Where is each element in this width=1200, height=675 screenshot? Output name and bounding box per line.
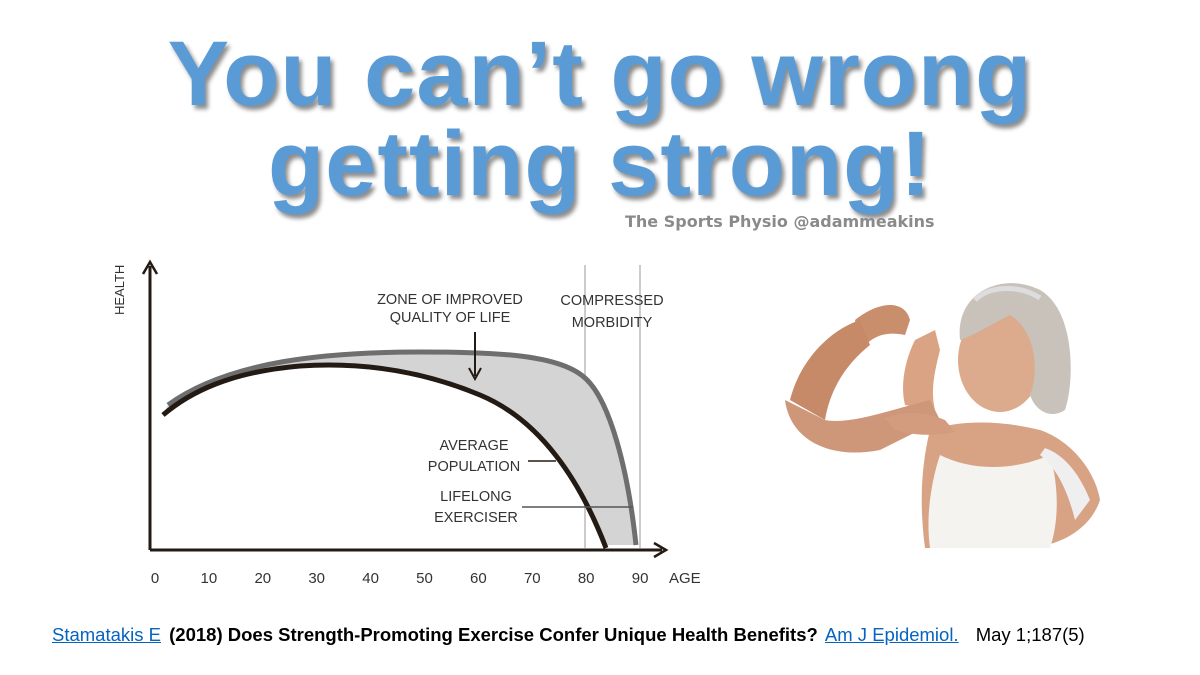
- annotation: QUALITY OF LIFE: [390, 310, 511, 326]
- x-label: AGE: [669, 570, 701, 587]
- photo-illustration: [785, 283, 1100, 548]
- x-tick-label: 10: [201, 570, 218, 587]
- annotation: MORBIDITY: [572, 315, 653, 331]
- x-tick-label: 60: [470, 570, 487, 587]
- exerciser-curve: [166, 349, 639, 546]
- x-tick-label: 80: [578, 570, 595, 587]
- journal-link[interactable]: Am J Epidemiol.: [824, 624, 959, 645]
- annotation: LIFELONG: [440, 489, 512, 505]
- title-line: getting strong!: [268, 113, 932, 215]
- annotation: EXERCISER: [434, 510, 518, 526]
- x-ticks: 0 10 20 30 40 50 60 70 80 90: [151, 570, 649, 587]
- arrow-head: [468, 367, 482, 382]
- credit: The Sports Physio @adammeakins: [625, 212, 935, 231]
- x-tick-label: 70: [524, 570, 541, 587]
- citation-title: (2018) Does Strength-Promoting Exercise …: [169, 624, 818, 645]
- y-label: HEALTH: [112, 265, 127, 315]
- citation: Stamatakis E (2018) Does Strength-Promot…: [52, 624, 1085, 646]
- x-tick-label: 40: [362, 570, 379, 587]
- annotation: ZONE OF IMPROVED: [377, 292, 523, 308]
- zone-area: [163, 352, 636, 545]
- author-link[interactable]: Stamatakis E: [52, 624, 161, 645]
- x-tick-label: 0: [151, 570, 159, 587]
- annotation: POPULATION: [428, 459, 520, 475]
- x-tick-label: 50: [416, 570, 433, 587]
- x-arrow: [653, 541, 669, 559]
- y-arrow: [141, 259, 159, 275]
- x-tick-label: 20: [254, 570, 271, 587]
- annotation: AVERAGE: [439, 438, 508, 454]
- x-tick-label: 90: [632, 570, 649, 587]
- x-tick-label: 30: [308, 570, 325, 587]
- citation-issue: May 1;187(5): [975, 624, 1085, 645]
- average-curve: [161, 362, 609, 549]
- annotation: COMPRESSED: [560, 293, 663, 309]
- title-line: You can’t go wrong: [167, 23, 1033, 125]
